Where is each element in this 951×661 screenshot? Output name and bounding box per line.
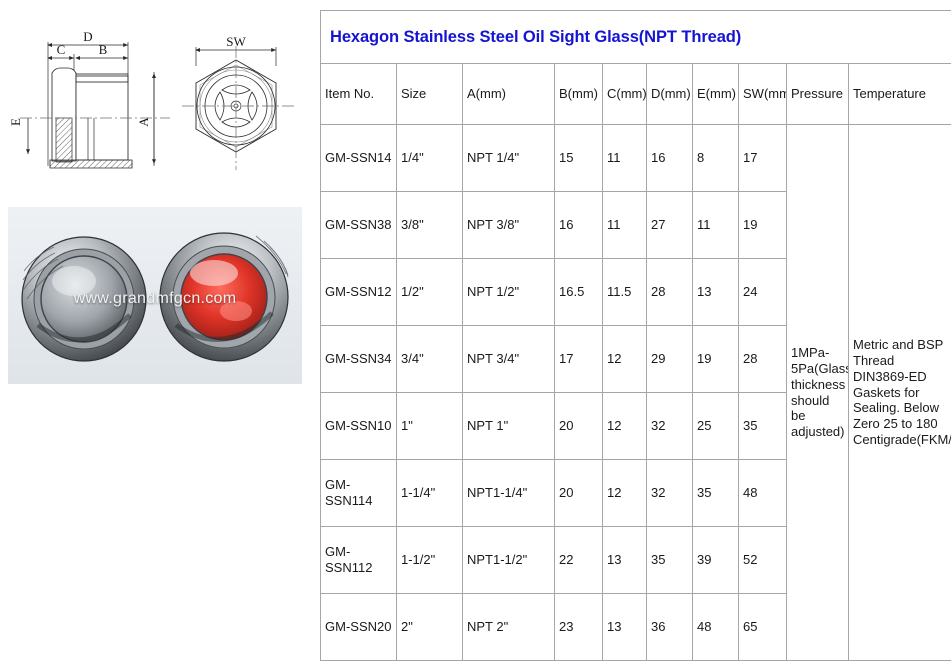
- cell-item-no: GM-SSN12: [321, 259, 397, 326]
- column-header-item-no: Item No.: [321, 64, 397, 125]
- title-cell: Hexagon Stainless Steel Oil Sight Glass(…: [321, 11, 951, 64]
- cell-b: 22: [555, 527, 603, 594]
- cell-b: 16.5: [555, 259, 603, 326]
- cell-item-no: GM-SSN38: [321, 192, 397, 259]
- cell-size: 3/4": [397, 326, 463, 393]
- cell-b: 17: [555, 326, 603, 393]
- cell-sw: 35: [739, 393, 787, 460]
- dim-label-c: C: [57, 42, 66, 57]
- page-title: Hexagon Stainless Steel Oil Sight Glass(…: [330, 28, 741, 46]
- cell-a: NPT 3/4": [463, 326, 555, 393]
- cell-e: 48: [693, 594, 739, 661]
- cell-size: 1-1/4": [397, 460, 463, 527]
- cell-c: 11: [603, 125, 647, 192]
- cell-a: NPT 3/8": [463, 192, 555, 259]
- cell-item-no: GM-SSN20: [321, 594, 397, 661]
- cell-d: 28: [647, 259, 693, 326]
- cell-a: NPT 1/4": [463, 125, 555, 192]
- cell-size: 1": [397, 393, 463, 460]
- dim-label-b: B: [99, 42, 108, 57]
- cell-d: 29: [647, 326, 693, 393]
- cell-item-no: GM-SSN10: [321, 393, 397, 460]
- cell-c: 12: [603, 393, 647, 460]
- dim-label-d: D: [83, 29, 92, 44]
- cell-a: NPT1-1/4": [463, 460, 555, 527]
- cell-a: NPT 1": [463, 393, 555, 460]
- cell-d: 32: [647, 393, 693, 460]
- cell-e: 35: [693, 460, 739, 527]
- cell-size: 3/8": [397, 192, 463, 259]
- cell-sw: 48: [739, 460, 787, 527]
- cell-item-no: GM-SSN34: [321, 326, 397, 393]
- cell-sw: 17: [739, 125, 787, 192]
- table-title-row: Hexagon Stainless Steel Oil Sight Glass(…: [321, 11, 951, 64]
- cell-size: 1-1/2": [397, 527, 463, 594]
- cell-c: 12: [603, 326, 647, 393]
- column-header-pressure: Pressure: [787, 64, 849, 125]
- cell-size: 1/2": [397, 259, 463, 326]
- cell-e: 39: [693, 527, 739, 594]
- cell-b: 23: [555, 594, 603, 661]
- cell-size: 1/4": [397, 125, 463, 192]
- cell-item-no: GM-SSN114: [321, 460, 397, 527]
- cell-sw: 24: [739, 259, 787, 326]
- page-root: D C B A E: [0, 0, 951, 616]
- cell-b: 16: [555, 192, 603, 259]
- cell-sw: 52: [739, 527, 787, 594]
- cell-sw: 65: [739, 594, 787, 661]
- dim-label-e: E: [8, 118, 23, 126]
- cell-e: 25: [693, 393, 739, 460]
- cell-b: 15: [555, 125, 603, 192]
- table-header-row: Item No. Size A(mm) B(mm) C(mm) D(mm) E(…: [321, 64, 951, 125]
- column-header-d: D(mm): [647, 64, 693, 125]
- cell-temperature-merged: Metric and BSP Thread DIN3869-ED Gaskets…: [849, 125, 951, 661]
- product-photo: www.grandmfgcn.com: [8, 207, 302, 384]
- cell-e: 8: [693, 125, 739, 192]
- dim-label-sw: SW: [226, 34, 246, 49]
- cell-c: 13: [603, 527, 647, 594]
- cell-a: NPT 1/2": [463, 259, 555, 326]
- cell-e: 19: [693, 326, 739, 393]
- cell-item-no: GM-SSN14: [321, 125, 397, 192]
- cell-c: 12: [603, 460, 647, 527]
- cell-sw: 28: [739, 326, 787, 393]
- column-header-e: E(mm): [693, 64, 739, 125]
- cell-d: 32: [647, 460, 693, 527]
- column-header-c: C(mm): [603, 64, 647, 125]
- column-header-size: Size: [397, 64, 463, 125]
- cell-sw: 19: [739, 192, 787, 259]
- cell-a: NPT 2": [463, 594, 555, 661]
- column-header-a: A(mm): [463, 64, 555, 125]
- spec-table-panel: Hexagon Stainless Steel Oil Sight Glass(…: [310, 0, 951, 616]
- cell-e: 13: [693, 259, 739, 326]
- column-header-sw: SW(mm): [739, 64, 787, 125]
- cell-b: 20: [555, 393, 603, 460]
- cell-d: 27: [647, 192, 693, 259]
- cell-pressure-merged: 1MPa-5Pa(Glass thickness should be adjus…: [787, 125, 849, 661]
- cell-e: 11: [693, 192, 739, 259]
- cell-item-no: GM-SSN112: [321, 527, 397, 594]
- specification-table: Hexagon Stainless Steel Oil Sight Glass(…: [320, 10, 951, 661]
- cell-size: 2": [397, 594, 463, 661]
- cell-c: 11.5: [603, 259, 647, 326]
- cell-b: 20: [555, 460, 603, 527]
- cell-d: 35: [647, 527, 693, 594]
- cell-a: NPT1-1/2": [463, 527, 555, 594]
- cell-c: 13: [603, 594, 647, 661]
- technical-drawing: D C B A E: [4, 14, 304, 192]
- left-media-panel: D C B A E: [0, 0, 310, 616]
- column-header-b: B(mm): [555, 64, 603, 125]
- cell-c: 11: [603, 192, 647, 259]
- cell-d: 36: [647, 594, 693, 661]
- column-header-temperature: Temperature: [849, 64, 951, 125]
- cell-d: 16: [647, 125, 693, 192]
